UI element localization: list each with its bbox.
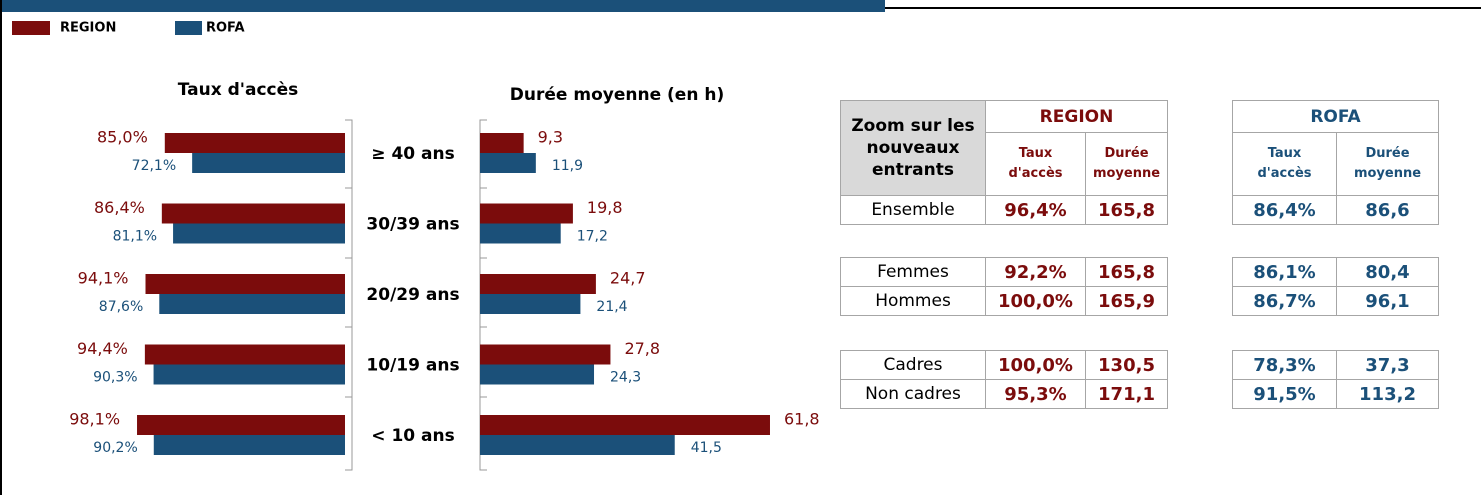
bar: [145, 274, 345, 294]
value-label: 86,4%: [94, 198, 145, 217]
value-label: 27,8: [624, 339, 660, 358]
table-value: 96,4%: [985, 195, 1086, 225]
table-value: 171,1: [1085, 379, 1168, 409]
value-label: 98,1%: [69, 410, 120, 429]
legend-swatch: [175, 21, 202, 35]
table-value: 37,3: [1336, 350, 1439, 380]
category-label: < 10 ans: [371, 426, 454, 446]
row-label: Hommes: [840, 286, 986, 316]
bar: [480, 203, 573, 224]
value-label: 85,0%: [97, 128, 148, 147]
bar: [192, 153, 345, 173]
row-label: Femmes: [840, 257, 986, 287]
bar: [153, 435, 345, 455]
table-value: 86,4%: [1232, 195, 1337, 225]
value-label: 61,8: [784, 410, 820, 429]
table-value: 100,0%: [985, 350, 1086, 380]
category-label: 10/19 ans: [366, 356, 459, 376]
bar: [480, 153, 536, 173]
bar: [480, 133, 524, 153]
table-value: 113,2: [1336, 379, 1439, 409]
bar: [480, 223, 561, 244]
group-header: REGION: [985, 100, 1168, 133]
bar: [173, 223, 345, 244]
bar: [480, 344, 611, 365]
value-label: 90,2%: [93, 440, 137, 456]
value-label: 87,6%: [99, 299, 143, 315]
table-value: 165,9: [1085, 286, 1168, 316]
bracket: [345, 119, 353, 471]
value-label: 94,1%: [78, 269, 129, 288]
table-value: 80,4: [1336, 257, 1439, 287]
bar: [153, 364, 345, 385]
value-label: 9,3: [538, 128, 563, 147]
bar: [144, 344, 345, 365]
bar: [164, 133, 345, 153]
legend-swatch: [12, 21, 50, 35]
chart-title: Taux d'accès: [178, 80, 299, 100]
row-label: Non cadres: [840, 379, 986, 409]
row-label: Cadres: [840, 350, 986, 380]
table-value: 91,5%: [1232, 379, 1337, 409]
bar: [480, 294, 581, 314]
table-value: 86,6: [1336, 195, 1439, 225]
value-label: 19,8: [587, 198, 623, 217]
bar: [137, 415, 345, 435]
bar: [161, 203, 345, 224]
value-label: 81,1%: [113, 229, 157, 245]
chart-title: Durée moyenne (en h): [510, 85, 724, 105]
category-label: 30/39 ans: [366, 215, 459, 235]
value-label: 24,3: [610, 370, 641, 386]
category-label: 20/29 ans: [366, 285, 459, 305]
bar: [480, 415, 770, 435]
table-value: 78,3%: [1232, 350, 1337, 380]
banner: [0, 0, 885, 12]
column-header: Taux d'accès: [985, 132, 1086, 196]
bar: [480, 274, 596, 294]
legend-label: ROFA: [206, 21, 245, 36]
column-header: Durée moyenne: [1085, 132, 1168, 196]
value-label: 41,5: [691, 440, 722, 456]
bar: [480, 435, 675, 455]
value-label: 17,2: [577, 229, 608, 245]
value-label: 21,4: [596, 299, 627, 315]
table-value: 100,0%: [985, 286, 1086, 316]
bar: [159, 294, 345, 314]
value-label: 72,1%: [132, 158, 176, 174]
table-value: 92,2%: [985, 257, 1086, 287]
value-label: 94,4%: [77, 339, 128, 358]
table-value: 165,8: [1085, 195, 1168, 225]
table-value: 95,3%: [985, 379, 1086, 409]
value-label: 90,3%: [93, 370, 137, 386]
row-label: Ensemble: [840, 195, 986, 225]
value-label: 11,9: [552, 158, 583, 174]
table-value: 130,5: [1085, 350, 1168, 380]
table-value: 165,8: [1085, 257, 1168, 287]
group-header: ROFA: [1232, 100, 1439, 133]
column-header: Durée moyenne: [1336, 132, 1439, 196]
table-value: 86,7%: [1232, 286, 1337, 316]
table-corner: Zoom sur les nouveaux entrants: [840, 100, 986, 196]
table-value: 96,1: [1336, 286, 1439, 316]
bar: [480, 364, 595, 385]
category-label: ≥ 40 ans: [371, 144, 454, 164]
table-value: 86,1%: [1232, 257, 1337, 287]
legend-label: REGION: [60, 21, 116, 36]
column-header: Taux d'accès: [1232, 132, 1337, 196]
value-label: 24,7: [610, 269, 646, 288]
